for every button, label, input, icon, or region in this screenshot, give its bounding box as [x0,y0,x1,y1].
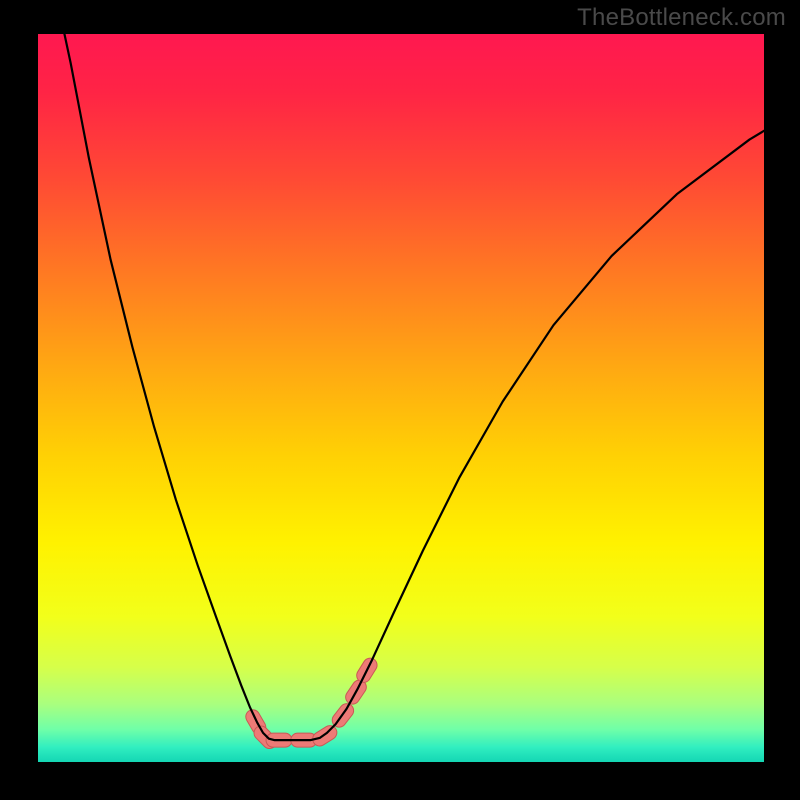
curve-layer [38,34,764,762]
stage: TheBottleneck.com [0,0,800,800]
bottleneck-curve [60,12,786,740]
markers-group [243,656,379,752]
watermark-text: TheBottleneck.com [577,4,786,32]
plot-area [38,34,764,762]
